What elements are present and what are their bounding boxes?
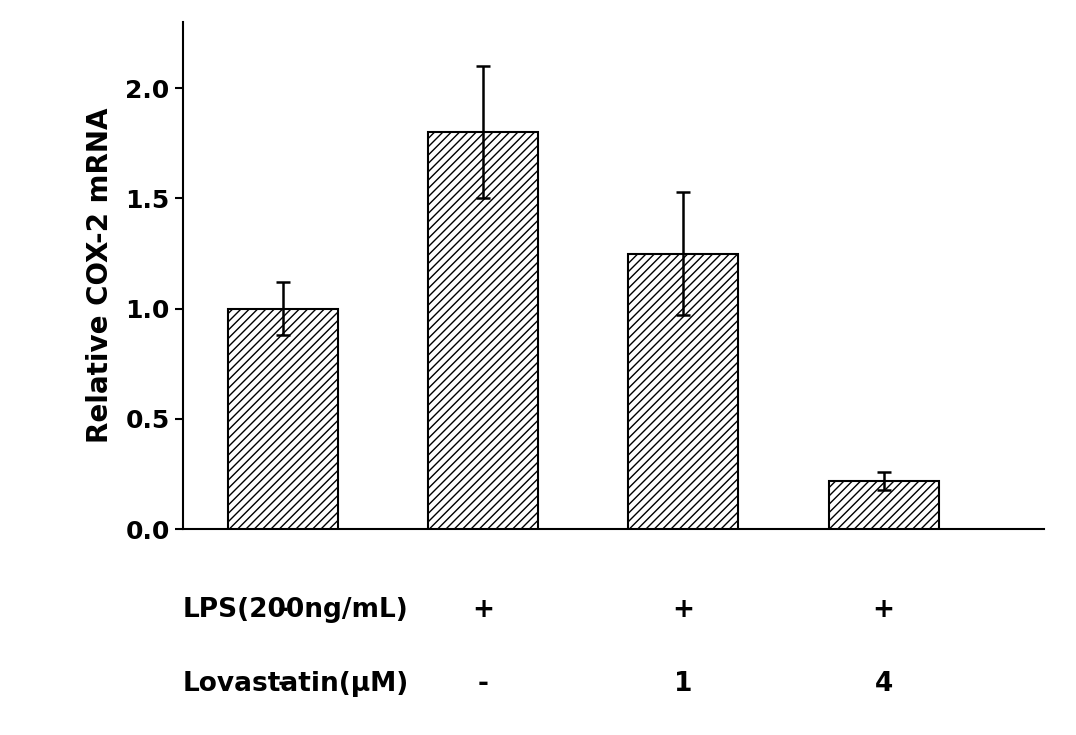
Text: -: - xyxy=(278,597,288,623)
Text: +: + xyxy=(672,597,694,623)
Text: -: - xyxy=(478,670,489,697)
Bar xyxy=(428,132,538,529)
Bar xyxy=(228,309,338,529)
Bar xyxy=(829,481,938,529)
Text: Lovastatin(μM): Lovastatin(μM) xyxy=(183,670,409,697)
Text: +: + xyxy=(472,597,494,623)
Bar xyxy=(628,254,738,529)
Text: 4: 4 xyxy=(875,670,893,697)
Y-axis label: Relative COX-2 mRNA: Relative COX-2 mRNA xyxy=(86,108,114,443)
Text: -: - xyxy=(278,670,288,697)
Text: 1: 1 xyxy=(675,670,693,697)
Text: LPS(200ng/mL): LPS(200ng/mL) xyxy=(183,597,409,623)
Text: +: + xyxy=(873,597,894,623)
